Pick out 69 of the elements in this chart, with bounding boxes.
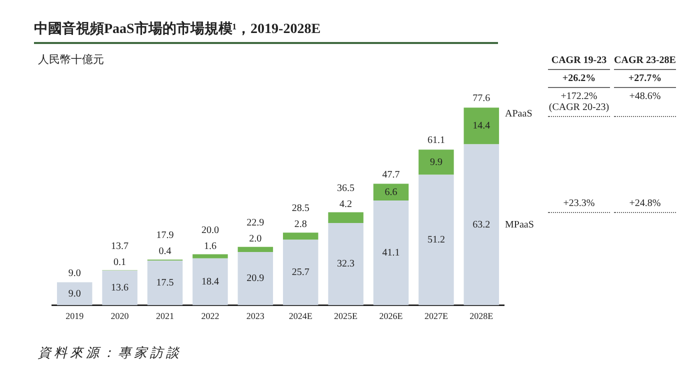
text: +172.2% (CAGR 20-23) (548, 88, 610, 117)
data-label: 6.6 (384, 186, 398, 198)
data-label: 63.2 (472, 219, 490, 230)
bar (192, 258, 228, 306)
chart-title: 中國音視頻PaaS市場的市場規模¹，2019-2028E (34, 20, 498, 44)
x-tick-label: 2022 (201, 310, 220, 321)
x-tick-label: 2024E (288, 310, 313, 321)
total-label: 77.6 (472, 93, 490, 104)
total-label: 20.0 (201, 224, 219, 236)
total-label: 22.9 (246, 218, 264, 229)
bar (192, 254, 228, 258)
text: +23.3% (548, 195, 610, 213)
bar (464, 144, 500, 306)
text: CAGR 19-23 (548, 52, 610, 70)
total-label: 9.0 (68, 268, 81, 279)
bar (328, 222, 364, 306)
total-label: 61.1 (427, 135, 445, 146)
data-label: 25.7 (292, 267, 310, 278)
data-label: 41.1 (382, 247, 400, 258)
total-label: 47.7 (382, 169, 400, 180)
total-label: 17.9 (156, 230, 174, 242)
data-label: 18.4 (201, 276, 219, 288)
bar (328, 212, 364, 223)
bar (282, 232, 318, 240)
data-label: 4.2 (340, 198, 352, 210)
x-tick-label: 2019 (66, 310, 84, 321)
text: +48.6% (614, 88, 676, 117)
x-tick-label: 2021 (156, 310, 174, 321)
bar (102, 270, 138, 306)
data-label: 20.9 (246, 273, 264, 284)
bar (373, 200, 409, 306)
text: +27.7% (614, 70, 676, 88)
data-label: 2.0 (249, 234, 262, 245)
series-label: MPaaS (505, 219, 534, 230)
bar (464, 108, 500, 144)
data-label: 1.6 (204, 240, 216, 252)
bar (147, 260, 183, 306)
x-tick-label: 2023 (246, 310, 265, 321)
bar (238, 246, 274, 252)
data-label: 0.1 (114, 256, 126, 268)
total-label: 36.5 (337, 182, 355, 194)
data-label: 32.3 (337, 258, 355, 270)
x-tick-label: 2020 (110, 310, 130, 321)
data-label: 2.8 (294, 219, 307, 230)
x-tick-label: 2027E (424, 310, 448, 321)
x-tick-label: 2028E (470, 310, 494, 321)
total-label: 28.5 (292, 203, 310, 214)
total-label: 13.7 (111, 240, 129, 252)
y-axis-title: 人民幣十億元 (38, 52, 104, 67)
bar (238, 252, 274, 306)
x-tick-label: 2026E (379, 310, 404, 321)
text: +24.8% (614, 195, 676, 213)
x-tick-label: 2025E (334, 310, 358, 321)
bar (373, 184, 409, 201)
bar (418, 150, 454, 175)
data-label: 0.4 (158, 246, 172, 258)
text: +26.2% (548, 70, 610, 88)
bar (418, 174, 454, 306)
data-label: 14.4 (472, 120, 490, 132)
text: CAGR 23-28E (614, 52, 676, 70)
series-label: APaaS (505, 108, 532, 120)
bar (56, 282, 92, 306)
source-note: 資料來源：專家訪談 (38, 344, 182, 362)
bar (282, 240, 318, 306)
data-label: 9.0 (68, 288, 81, 300)
data-label: 17.5 (156, 278, 174, 289)
data-label: 51.2 (427, 234, 445, 246)
data-label: 13.6 (111, 282, 129, 294)
data-label: 9.9 (430, 156, 442, 168)
